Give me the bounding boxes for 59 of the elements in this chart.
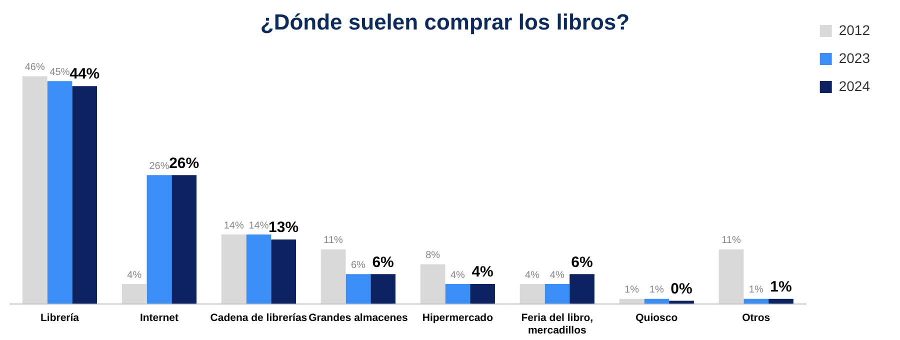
bar xyxy=(744,298,769,304)
chart-title: ¿Dónde suelen comprar los libros? xyxy=(260,9,630,34)
x-tick-label: Internet xyxy=(140,312,179,324)
data-label: 13% xyxy=(268,219,299,236)
bar xyxy=(420,264,446,304)
data-label: 4% xyxy=(550,270,564,281)
data-label: 14% xyxy=(248,220,269,232)
bar xyxy=(718,249,744,304)
data-label: 6% xyxy=(372,254,394,271)
data-label: 44% xyxy=(70,66,100,83)
data-label: 26% xyxy=(169,154,200,172)
bar xyxy=(72,86,98,304)
bar xyxy=(768,298,794,304)
data-label: 4% xyxy=(450,270,466,281)
bar xyxy=(644,298,670,304)
x-tick-label: Grandes almacenes xyxy=(308,312,408,324)
bar xyxy=(520,284,545,304)
bar xyxy=(246,234,272,304)
bar xyxy=(445,284,470,304)
data-label: 11% xyxy=(324,235,344,246)
data-label: 6% xyxy=(571,254,593,271)
data-label: 4% xyxy=(127,270,142,281)
data-label: 45% xyxy=(50,66,70,78)
bar xyxy=(172,175,197,304)
x-tick-label: Feria del libro, mercadillos xyxy=(521,312,594,337)
data-label: 0% xyxy=(670,280,692,298)
bar xyxy=(22,76,48,304)
legend-label: 2012 xyxy=(838,22,870,38)
bar xyxy=(271,239,296,304)
x-tick-label: Cadena de librerías xyxy=(210,312,308,324)
x-tick-label: Otros xyxy=(742,312,770,324)
bar xyxy=(370,274,396,304)
bar xyxy=(47,81,72,304)
bar xyxy=(544,284,570,304)
bar xyxy=(320,249,346,304)
bar xyxy=(470,284,495,304)
data-label: 14% xyxy=(224,220,244,232)
bar xyxy=(346,274,371,304)
bar xyxy=(122,284,147,304)
data-label: 4% xyxy=(472,264,494,281)
data-label: 4% xyxy=(525,270,540,281)
data-label: 1% xyxy=(649,284,664,296)
data-label: 1% xyxy=(770,278,792,296)
data-label: 26% xyxy=(149,160,170,172)
x-tick-label: Hipermercado xyxy=(422,312,493,324)
x-tick-label: Librería xyxy=(40,312,80,324)
data-label: 1% xyxy=(624,284,640,296)
x-tick-label: Quiosco xyxy=(636,312,678,324)
bar xyxy=(146,175,172,304)
data-label: 46% xyxy=(24,62,45,73)
data-label: 8% xyxy=(426,250,440,261)
legend-label: 2023 xyxy=(838,50,870,66)
legend-label: 2024 xyxy=(838,78,870,94)
data-label: 1% xyxy=(748,284,764,296)
bar xyxy=(570,274,594,304)
bar xyxy=(619,298,644,304)
data-label: 11% xyxy=(722,235,741,246)
data-label: 6% xyxy=(350,260,366,271)
bar xyxy=(221,234,246,304)
